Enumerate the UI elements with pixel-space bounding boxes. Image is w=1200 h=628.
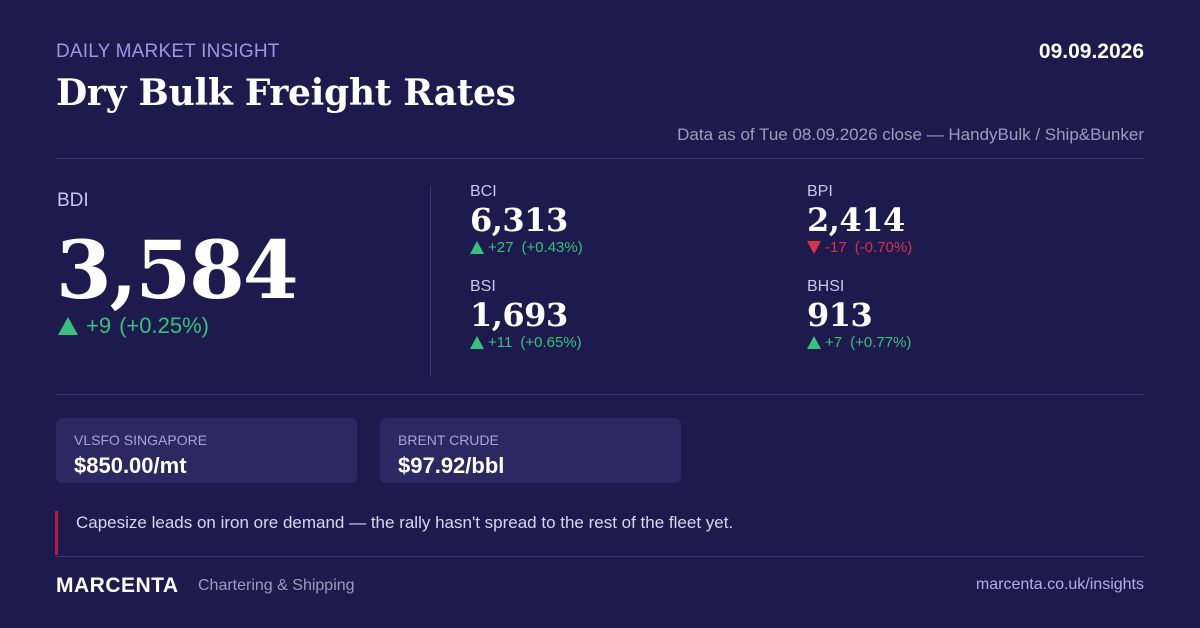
index-change-percent: (-0.70%) [854, 239, 913, 256]
index-change-points: +27 [488, 239, 514, 256]
index-change-points: -17 [825, 239, 847, 256]
divider-middle [56, 394, 1145, 395]
index-label: BSI [470, 278, 496, 295]
report-date: 09.09.2026 [1038, 40, 1144, 63]
index-change-points: +7 [825, 334, 843, 351]
fuel-card-label: VLSFO SINGAPORE [74, 432, 208, 448]
index-bci: BCI 6,313 +27 (+0.43%) [470, 183, 583, 256]
divider-top [56, 158, 1145, 159]
index-label: BCI [470, 183, 497, 200]
divider-vertical [430, 186, 431, 377]
fuel-card-value: $97.92/bbl [398, 453, 505, 478]
bdi-label: BDI [57, 190, 89, 211]
triangle-up-icon [807, 336, 821, 349]
index-label: BHSI [807, 278, 845, 295]
index-change-percent: (+0.65%) [520, 334, 582, 351]
index-change-percent: (+0.77%) [850, 334, 912, 351]
triangle-down-icon [807, 241, 821, 254]
bdi-value: 3,584 [56, 223, 299, 317]
data-source-note: Data as of Tue 08.09.2026 close — HandyB… [677, 125, 1144, 144]
fuel-card-brent: BRENT CRUDE $97.92/bbl [380, 418, 681, 483]
fuel-card-vlsfo: VLSFO SINGAPORE $850.00/mt [56, 418, 357, 483]
eyebrow-label: DAILY MARKET INSIGHT [56, 41, 280, 62]
index-change: +27 (+0.43%) [470, 239, 583, 256]
bdi-change-points: +9 [86, 313, 112, 338]
index-change: -17 (-0.70%) [807, 239, 912, 256]
index-change: +7 (+0.77%) [807, 334, 911, 351]
index-bhsi: BHSI 913 +7 (+0.77%) [807, 278, 911, 351]
triangle-up-icon [58, 317, 78, 335]
index-value: 2,414 [807, 201, 905, 239]
insights-link[interactable]: marcenta.co.uk/insights [975, 576, 1144, 593]
index-value: 1,693 [470, 296, 568, 334]
triangle-up-icon [470, 241, 484, 254]
fuel-card-value: $850.00/mt [74, 453, 187, 478]
index-value: 6,313 [470, 201, 568, 239]
index-change-points: +11 [488, 334, 513, 351]
fuel-card-label: BRENT CRUDE [398, 432, 499, 448]
index-change-percent: (+0.43%) [521, 239, 583, 256]
quote-accent-bar [55, 511, 58, 555]
page-title: Dry Bulk Freight Rates [56, 72, 516, 114]
index-value: 913 [807, 296, 873, 334]
index-change: +11 (+0.65%) [470, 334, 582, 351]
index-bsi: BSI 1,693 +11 (+0.65%) [470, 278, 582, 351]
market-commentary: Capesize leads on iron ore demand — the … [76, 513, 734, 532]
index-bpi: BPI 2,414 -17 (-0.70%) [807, 183, 912, 256]
index-label: BPI [807, 183, 833, 200]
bdi-change-percent: (+0.25%) [119, 313, 209, 338]
divider-bottom [56, 556, 1145, 557]
brand-tagline: Chartering & Shipping [198, 577, 355, 594]
bdi-change: +9 (+0.25%) [58, 313, 209, 339]
brand-logo: MARCENTA [56, 574, 179, 597]
triangle-up-icon [470, 336, 484, 349]
